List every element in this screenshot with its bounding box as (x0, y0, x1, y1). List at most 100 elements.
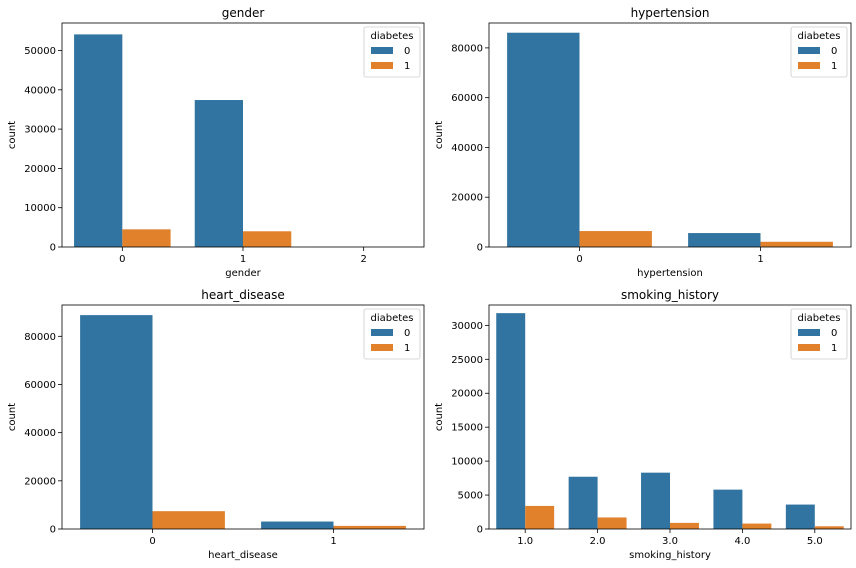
y-tick-label: 0 (477, 243, 483, 254)
y-tick-label: 0 (50, 243, 56, 254)
y-tick-label: 15000 (451, 423, 483, 434)
y-tick-label: 80000 (451, 43, 483, 54)
bar-gender-1-diabetes-1 (243, 231, 292, 247)
legend: diabetes 0 1 (363, 26, 421, 78)
x-tick-label: 1.0 (517, 536, 533, 547)
x-tick-label: 0 (119, 254, 125, 265)
bar-smoking_history-5.0-diabetes-1 (814, 526, 844, 529)
legend-swatch-1 (371, 344, 393, 351)
y-tick-label: 60000 (24, 380, 56, 391)
y-tick-label: 20000 (451, 193, 483, 204)
legend-entry-0: 0 (404, 46, 410, 57)
x-tick-label: 3.0 (662, 536, 678, 547)
chart-panel-gender: 0 10000 20000 30000 40000 50000 0 1 2 gender gende… (7, 6, 425, 279)
y-tick-label: 25000 (451, 355, 483, 366)
bar-hypertension-1-diabetes-1 (760, 241, 833, 247)
y-axis-label: count (434, 121, 445, 149)
bar-heart_disease-0-diabetes-0 (80, 315, 153, 529)
x-tick-label: 0 (149, 536, 155, 547)
legend: diabetes 0 1 (790, 308, 848, 360)
legend-entry-0: 0 (831, 328, 837, 339)
axes-frame (61, 304, 425, 530)
chart-title: smoking_history (621, 288, 719, 302)
x-tick-label: 4.0 (734, 536, 750, 547)
x-tick-label: 1 (757, 254, 763, 265)
bar-heart_disease-1-diabetes-0 (261, 521, 334, 529)
chart-title: gender (222, 6, 265, 20)
y-tick-label: 0 (477, 525, 483, 536)
y-tick-label: 20000 (451, 389, 483, 400)
legend-title: diabetes (370, 313, 413, 324)
legend-title: diabetes (797, 313, 840, 324)
bar-smoking_history-3.0-diabetes-1 (670, 522, 699, 529)
x-axis-label: heart_disease (208, 550, 278, 561)
bar-gender-0-diabetes-1 (122, 229, 171, 247)
legend-entry-0: 0 (831, 46, 837, 57)
legend-swatch-1 (371, 62, 393, 69)
x-tick-label: 1 (240, 254, 246, 265)
legend: diabetes 0 1 (363, 308, 421, 360)
legend-swatch-1 (798, 344, 820, 351)
y-tick-label: 10000 (24, 203, 56, 214)
x-tick-label: 2 (360, 254, 366, 265)
y-tick-label: 20000 (24, 164, 56, 175)
y-tick-label: 30000 (451, 321, 483, 332)
y-tick-label: 0 (50, 525, 56, 536)
y-axis-label: count (434, 403, 445, 431)
chart-title: hypertension (631, 6, 710, 20)
legend-title: diabetes (797, 31, 840, 42)
legend-entry-1: 1 (404, 61, 410, 72)
legend-swatch-0 (798, 47, 820, 54)
y-tick-label: 20000 (24, 476, 56, 487)
chart-panel-hypertension: 0 20000 40000 60000 80000 0 1 hypertension hyper… (434, 6, 852, 279)
y-axis-label: count (7, 121, 18, 149)
chart-title: heart_disease (201, 288, 285, 302)
legend: diabetes 0 1 (790, 26, 848, 78)
y-tick-label: 40000 (24, 85, 56, 96)
x-tick-label: 5.0 (807, 536, 823, 547)
bar-heart_disease-0-diabetes-1 (152, 511, 225, 529)
legend-swatch-0 (798, 329, 820, 336)
x-axis-label: hypertension (637, 268, 703, 279)
legend-entry-1: 1 (831, 343, 837, 354)
y-tick-label: 50000 (24, 46, 56, 57)
y-tick-label: 40000 (451, 143, 483, 154)
axes-frame (488, 22, 852, 248)
bar-hypertension-0-diabetes-1 (579, 231, 652, 247)
legend-swatch-0 (371, 329, 393, 336)
x-tick-label: 2.0 (590, 536, 606, 547)
bar-hypertension-1-diabetes-0 (688, 233, 761, 247)
bar-smoking_history-2.0-diabetes-1 (597, 517, 627, 529)
bar-smoking_history-1.0-diabetes-1 (525, 505, 555, 529)
y-tick-label: 10000 (451, 457, 483, 468)
legend-entry-1: 1 (831, 61, 837, 72)
bar-smoking_history-4.0-diabetes-0 (713, 489, 743, 529)
x-tick-label: 1 (330, 536, 336, 547)
x-axis-label: smoking_history (629, 550, 711, 561)
legend-title: diabetes (370, 31, 413, 42)
bar-hypertension-0-diabetes-0 (507, 32, 580, 247)
x-tick-label: 0 (576, 254, 582, 265)
legend-entry-1: 1 (404, 343, 410, 354)
bar-gender-1-diabetes-0 (194, 100, 243, 247)
bar-heart_disease-1-diabetes-1 (333, 525, 406, 529)
bar-gender-0-diabetes-0 (74, 34, 123, 248)
y-tick-label: 40000 (24, 428, 56, 439)
bar-smoking_history-4.0-diabetes-1 (742, 523, 772, 529)
legend-entry-0: 0 (404, 328, 410, 339)
bar-smoking_history-2.0-diabetes-0 (568, 476, 598, 529)
y-tick-label: 30000 (24, 125, 56, 136)
y-tick-label: 60000 (451, 93, 483, 104)
bar-smoking_history-3.0-diabetes-0 (641, 472, 670, 529)
x-axis-label: gender (225, 268, 261, 279)
y-tick-label: 80000 (24, 332, 56, 343)
y-axis-label: count (7, 403, 18, 431)
legend-swatch-0 (371, 47, 393, 54)
legend-swatch-1 (798, 62, 820, 69)
bar-smoking_history-5.0-diabetes-0 (785, 504, 815, 529)
chart-panel-smoking_history: 0 5000 10000 15000 20000 25000 30000 1.0 2.0 3.0 4… (434, 288, 852, 561)
bar-smoking_history-1.0-diabetes-0 (496, 313, 526, 529)
y-tick-label: 5000 (458, 491, 483, 502)
